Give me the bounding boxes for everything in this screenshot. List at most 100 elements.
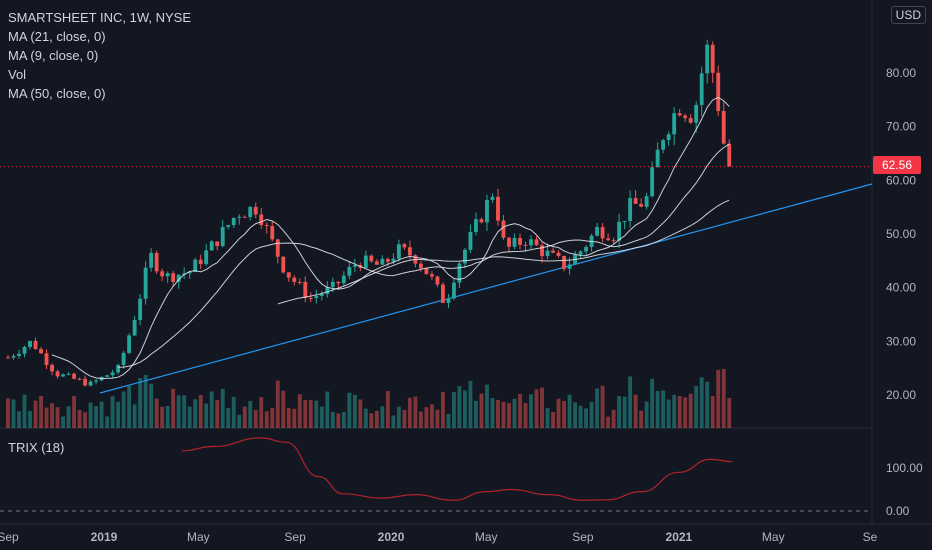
volume-bar [220,388,225,428]
volume-bar [39,395,43,428]
time-tick-label: May [475,530,498,544]
candle-body [127,335,132,353]
volume-bar [716,369,721,428]
price-tick-label: 50.00 [886,227,916,241]
volume-bar [292,408,297,428]
candle-body [396,244,401,259]
candle-body [639,203,644,207]
candle-body [94,380,99,382]
volume-bar [589,401,594,428]
candle-body [44,353,49,365]
candle-body [281,256,286,273]
ma9-line [51,96,730,380]
volume-bar [529,394,533,428]
volume-bar [28,410,32,428]
candle-body [688,118,693,123]
volume-bar [352,394,357,428]
volume-bar [61,416,65,428]
trix-legend: TRIX (18) [8,440,65,455]
legend-symbol: SMARTSHEET INC, 1W, NYSE [8,10,192,25]
volume-bar [374,410,379,428]
candle-body [666,134,671,141]
candle-body [529,239,533,246]
volume-bar [606,416,611,428]
candle-body [143,267,148,299]
volume-bar [33,400,38,428]
candle-body [429,274,434,277]
candle-body [330,281,335,287]
candle-body [710,44,715,73]
candle-body [562,255,566,269]
candle-body [259,214,264,226]
candle-body [446,298,451,303]
candle-body [617,221,622,241]
volume-bar [518,393,522,428]
candle-body [297,281,302,283]
candle-body [716,72,721,112]
volume-bar [110,396,115,428]
candle-body [193,259,198,272]
currency-button[interactable]: USD [890,6,926,24]
volume-bar [644,401,649,428]
volume-bar [237,414,242,428]
candle-body [606,238,611,241]
legend-vol: Vol [8,67,27,82]
volume-bar [143,374,148,428]
candle-body [116,364,121,373]
volume-bar [88,402,93,428]
volume-bar [584,408,589,428]
candle-body [407,247,412,256]
chart-legend: SMARTSHEET INC, 1W, NYSE MA (21, close, … [8,8,191,103]
volume-bar [699,377,704,428]
candle-body [490,196,495,200]
volume-bar [655,390,660,428]
volume-bar [270,407,275,428]
volume-bar [116,401,121,428]
time-tick-label: Sep [572,530,594,544]
volume-bar [727,398,732,428]
volume-bar [231,396,236,428]
volume-bar [457,386,462,428]
volume-bar [650,378,655,428]
time-tick-label: Sep [0,530,19,544]
candle-body [204,250,209,265]
candle-body [22,346,27,354]
candle-body [363,255,368,268]
time-tick-label: Se [863,530,878,544]
volume-bar [485,384,489,428]
volume-bar [683,397,688,428]
volume-bar [297,394,302,428]
candle-body [507,237,511,247]
candle-body [584,246,589,252]
volume-bar [545,408,550,428]
volume-bar [259,397,264,428]
volume-bar [127,385,132,428]
volume-bar [121,391,126,428]
candle-body [352,265,357,267]
volume-bar [99,401,104,428]
candle-body [308,297,313,299]
volume-bar [501,401,506,428]
volume-bar [672,394,677,428]
candle-body [303,281,308,298]
volume-bar [633,394,638,428]
volume-bar [314,400,319,428]
volume-bar [303,400,308,428]
volume-bar [138,377,143,428]
volume-bar [418,411,423,428]
candle-body [248,206,253,217]
candle-body [50,364,54,372]
candle-body [319,294,324,297]
volume-bar [666,399,671,428]
candle-body [661,140,666,150]
candle-body [402,244,407,248]
candle-body [518,238,522,245]
volume-bar [182,395,187,428]
candle-body [253,206,258,215]
volume-bar [198,394,203,428]
volume-bar [11,399,16,428]
candle-body [215,241,220,247]
candle-body [512,238,517,247]
volume-bar [617,396,622,428]
